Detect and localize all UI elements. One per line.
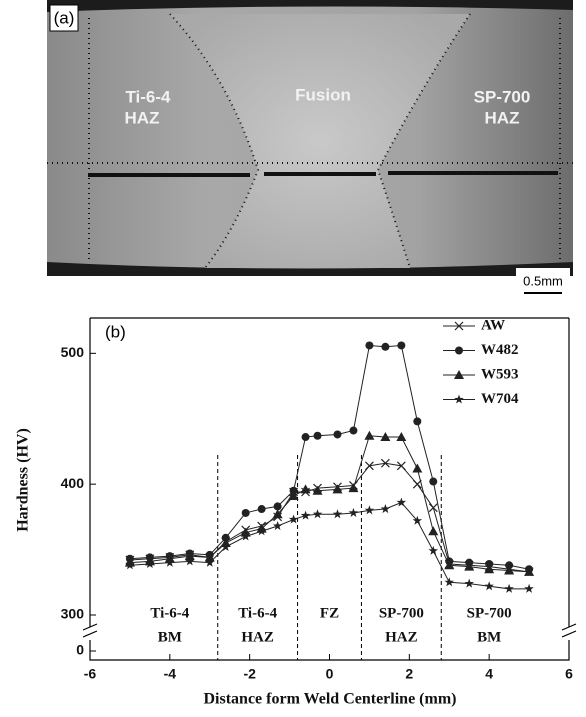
marker bbox=[333, 430, 341, 438]
region-label: HAZ bbox=[241, 629, 274, 645]
series-line bbox=[130, 345, 529, 569]
panel-label: (a) bbox=[54, 8, 75, 27]
x-tick-label: -4 bbox=[164, 666, 177, 682]
region-label: HAZ bbox=[385, 629, 418, 645]
region-label: FZ bbox=[320, 605, 339, 621]
region-label: SP-700 bbox=[467, 605, 512, 621]
marker bbox=[314, 432, 322, 440]
region-label: Ti-6-4 bbox=[125, 87, 171, 106]
marker bbox=[455, 347, 463, 355]
series-line bbox=[130, 502, 529, 588]
marker bbox=[381, 504, 391, 513]
marker bbox=[349, 427, 357, 435]
y-tick-label: 300 bbox=[61, 606, 85, 622]
marker bbox=[397, 341, 405, 349]
indent-lines bbox=[88, 173, 558, 175]
marker bbox=[258, 505, 266, 513]
region-label: Ti-6-4 bbox=[238, 605, 277, 621]
micrograph: (a) Ti-6-4 HAZ Fusion SP-700 HAZ 0.5mm bbox=[47, 0, 573, 298]
marker bbox=[428, 526, 438, 535]
x-tick-label: -2 bbox=[243, 666, 256, 682]
x-tick-label: 0 bbox=[326, 666, 334, 682]
region-label: SP-700 bbox=[379, 605, 424, 621]
x-tick-label: 4 bbox=[485, 666, 493, 682]
marker bbox=[429, 478, 437, 486]
chart: (b) Distance form Weld Centerline (mm) H… bbox=[15, 317, 576, 707]
figure: (a) Ti-6-4 HAZ Fusion SP-700 HAZ 0.5mm (… bbox=[0, 0, 586, 712]
marker bbox=[429, 504, 437, 512]
marker bbox=[364, 431, 374, 440]
marker bbox=[413, 417, 421, 425]
marker bbox=[242, 509, 250, 517]
region-label: SP-700 bbox=[474, 87, 531, 106]
legend-label: AW bbox=[481, 317, 505, 333]
marker bbox=[454, 395, 464, 404]
y-tick-label: 500 bbox=[61, 344, 85, 360]
marker bbox=[273, 521, 283, 530]
marker bbox=[429, 546, 439, 555]
marker bbox=[504, 584, 514, 593]
marker bbox=[274, 502, 282, 510]
marker bbox=[349, 508, 359, 517]
marker bbox=[365, 341, 373, 349]
marker bbox=[302, 433, 310, 441]
panel-label: (b) bbox=[105, 322, 126, 341]
marker bbox=[445, 577, 455, 586]
marker bbox=[412, 463, 422, 472]
region-label: BM bbox=[158, 629, 182, 645]
marker bbox=[465, 579, 475, 588]
scale-bar-label: 0.5mm bbox=[523, 273, 563, 288]
marker bbox=[524, 584, 534, 593]
region-label: Ti-6-4 bbox=[150, 605, 189, 621]
x-tick-label: 2 bbox=[405, 666, 413, 682]
region-label: HAZ bbox=[125, 108, 160, 127]
marker bbox=[381, 343, 389, 351]
legend-label: W593 bbox=[481, 366, 519, 382]
y-axis-label: Hardness (HV) bbox=[15, 428, 32, 532]
marker bbox=[301, 511, 311, 520]
x-tick-label: -6 bbox=[84, 666, 97, 682]
legend-label: W704 bbox=[481, 391, 519, 407]
marker bbox=[289, 515, 299, 524]
x-tick-label: 6 bbox=[565, 666, 573, 682]
region-label: BM bbox=[477, 629, 501, 645]
x-axis-label: Distance form Weld Centerline (mm) bbox=[204, 691, 457, 708]
region-label: HAZ bbox=[485, 108, 520, 127]
marker bbox=[397, 498, 407, 507]
region-label: Fusion bbox=[295, 85, 351, 104]
marker bbox=[348, 483, 358, 492]
y-tick-label: 0 bbox=[76, 642, 84, 658]
legend-label: W482 bbox=[481, 342, 519, 358]
y-tick-label: 400 bbox=[61, 475, 85, 491]
legend: AW W482 W593 W704 bbox=[443, 317, 519, 407]
